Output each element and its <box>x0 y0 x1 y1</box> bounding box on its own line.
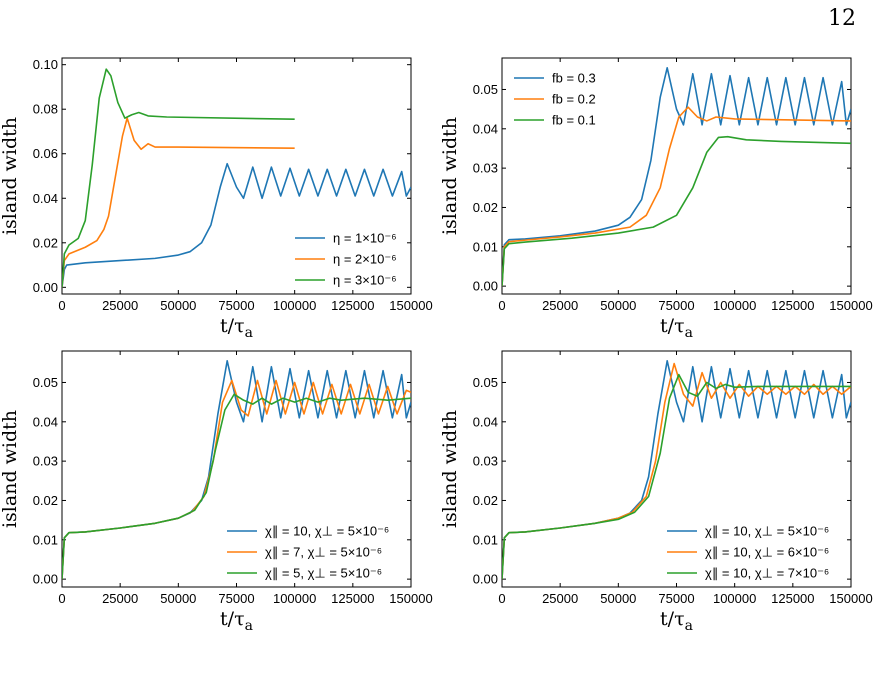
y-tick-label: 0.03 <box>473 454 498 469</box>
y-tick-label: 0.03 <box>33 454 58 469</box>
legend-label-1: χ∥ = 10, χ⊥ = 5×10⁻⁶ <box>705 524 829 539</box>
x-tick-label: 75000 <box>658 298 694 313</box>
y-tick-label: 0.00 <box>33 280 58 295</box>
x-tick-label: 150000 <box>389 591 432 606</box>
chart-panel-1: 0 25000 50000 75000 100000 125000 150000 0.00 0.… <box>0 57 433 341</box>
y-tick-label: 0.03 <box>473 161 498 176</box>
y-tick-label: 0.04 <box>473 414 498 429</box>
x-tick-label: 150000 <box>829 591 872 606</box>
y-tick-label: 0.06 <box>33 146 58 161</box>
y-tick-label: 0.05 <box>473 82 498 97</box>
series-line-1 <box>62 162 411 288</box>
x-tick-label: 25000 <box>102 298 138 313</box>
x-axis-label: t/τa <box>220 315 253 341</box>
x-tick-label: 25000 <box>102 591 138 606</box>
x-tick-label: 50000 <box>600 591 636 606</box>
legend-label-2: fb = 0.2 <box>552 92 596 107</box>
legend-label-2: η = 2×10⁻⁶ <box>333 252 397 267</box>
legend-label-3: fb = 0.1 <box>552 113 596 128</box>
x-tick-label: 50000 <box>160 591 196 606</box>
x-tick-label: 100000 <box>713 298 756 313</box>
page-number: 12 <box>828 6 856 31</box>
legend-label-1: η = 1×10⁻⁶ <box>333 231 397 246</box>
series-line-3 <box>62 68 295 288</box>
y-axis-label: island width <box>0 410 21 528</box>
series-line-1 <box>502 67 851 287</box>
legend-label-1: fb = 0.3 <box>552 71 596 86</box>
series-line-2 <box>62 117 295 288</box>
x-tick-label: 0 <box>58 298 65 313</box>
series-line-3 <box>502 373 851 580</box>
y-axis-label: island width <box>439 410 461 528</box>
y-tick-label: 0.02 <box>33 493 58 508</box>
legend-label-2: χ∥ = 10, χ⊥ = 6×10⁻⁶ <box>705 545 829 560</box>
x-tick-label: 150000 <box>829 298 872 313</box>
y-tick-label: 0.05 <box>473 375 498 390</box>
y-tick-label: 0.01 <box>473 532 498 547</box>
x-tick-label: 75000 <box>218 298 254 313</box>
x-axis-label: t/τa <box>660 315 693 341</box>
x-tick-label: 125000 <box>331 298 374 313</box>
legend-label-1: χ∥ = 10, χ⊥ = 5×10⁻⁶ <box>265 524 389 539</box>
chart-panel-2: 0 25000 50000 75000 100000 125000 150000 0.00 0.… <box>439 57 873 341</box>
y-axis-label: island width <box>439 117 461 235</box>
x-tick-label: 125000 <box>771 591 814 606</box>
x-tick-label: 25000 <box>542 298 578 313</box>
y-tick-label: 0.01 <box>473 239 498 254</box>
x-tick-label: 75000 <box>658 591 694 606</box>
y-tick-label: 0.02 <box>33 235 58 250</box>
legend-label-2: χ∥ = 7, χ⊥ = 5×10⁻⁶ <box>265 545 382 560</box>
legend-label-3: χ∥ = 10, χ⊥ = 7×10⁻⁶ <box>705 566 829 581</box>
chart-panel-4: 0 25000 50000 75000 100000 125000 150000 0.00 0.… <box>439 350 873 634</box>
y-tick-label: 0.04 <box>473 121 498 136</box>
x-axis-label: t/τa <box>660 608 693 634</box>
x-tick-label: 100000 <box>273 298 316 313</box>
legend-label-3: η = 3×10⁻⁶ <box>333 273 397 288</box>
y-tick-label: 0.00 <box>473 279 498 294</box>
y-tick-label: 0.04 <box>33 414 58 429</box>
x-tick-label: 75000 <box>218 591 254 606</box>
y-tick-label: 0.02 <box>473 200 498 215</box>
x-tick-label: 50000 <box>160 298 196 313</box>
y-tick-label: 0.00 <box>473 572 498 587</box>
series-line-3 <box>502 135 851 287</box>
x-tick-label: 125000 <box>331 591 374 606</box>
x-tick-label: 0 <box>498 298 505 313</box>
x-tick-label: 100000 <box>273 591 316 606</box>
y-tick-label: 0.04 <box>33 191 58 206</box>
y-tick-label: 0.05 <box>33 375 58 390</box>
y-tick-label: 0.08 <box>33 102 58 117</box>
legend-label-3: χ∥ = 5, χ⊥ = 5×10⁻⁶ <box>265 566 382 581</box>
series-line-2 <box>502 106 851 287</box>
series-line-3 <box>62 393 411 580</box>
y-axis-label: island width <box>0 117 21 235</box>
x-tick-label: 100000 <box>713 591 756 606</box>
x-tick-label: 25000 <box>542 591 578 606</box>
x-tick-label: 150000 <box>389 298 432 313</box>
x-tick-label: 0 <box>498 591 505 606</box>
chart-panel-3: 0 25000 50000 75000 100000 125000 150000 0.00 0.… <box>0 350 433 634</box>
x-tick-label: 125000 <box>771 298 814 313</box>
y-tick-label: 0.10 <box>33 57 58 72</box>
y-tick-label: 0.01 <box>33 532 58 547</box>
x-tick-label: 0 <box>58 591 65 606</box>
x-tick-label: 50000 <box>600 298 636 313</box>
x-axis-label: t/τa <box>220 608 253 634</box>
y-tick-label: 0.02 <box>473 493 498 508</box>
y-tick-label: 0.00 <box>33 572 58 587</box>
